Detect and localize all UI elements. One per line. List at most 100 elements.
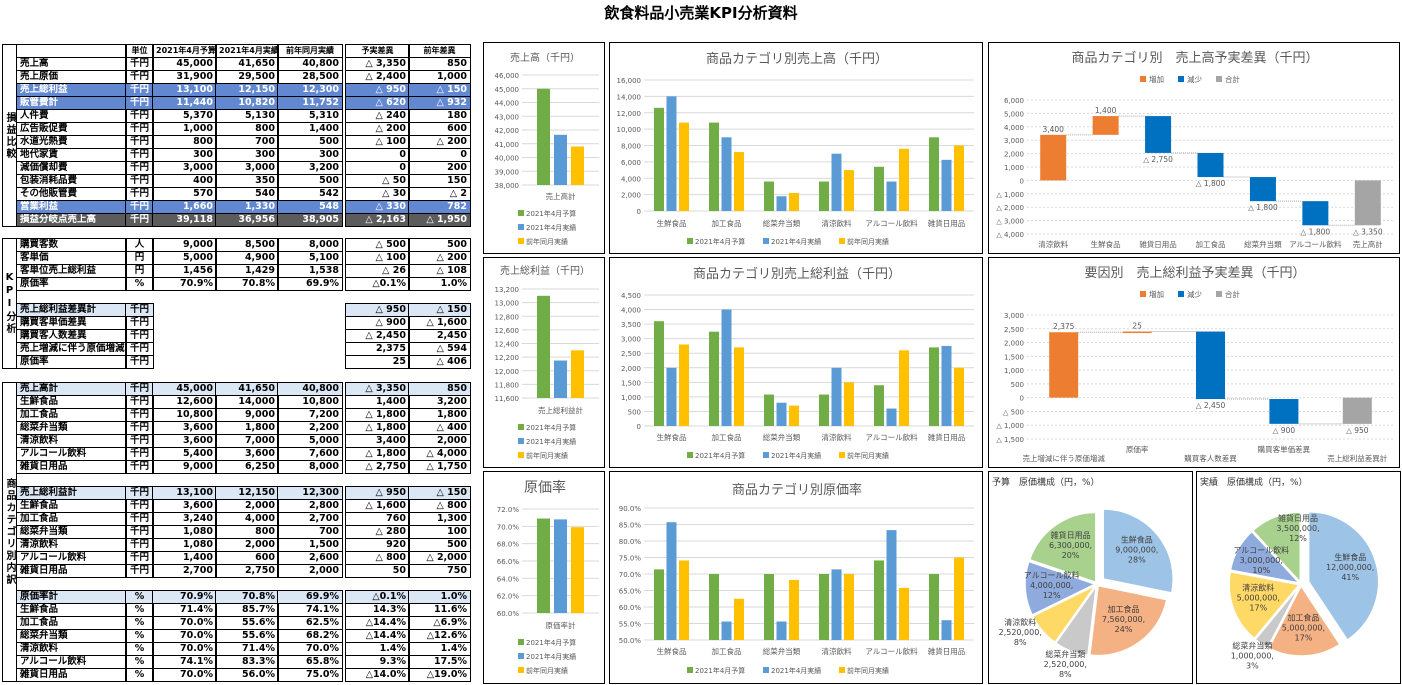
pie-label-percent: 12% <box>1289 534 1307 543</box>
row-value: 55.6% <box>215 629 279 643</box>
y-tick-label: 2,000 <box>1004 151 1024 159</box>
row-diff: 1,400 <box>345 395 410 409</box>
row-diff: △ 100 <box>345 251 410 265</box>
chart-bar: 商品カテゴリ別原価率 50.0% 55.0% 60.0% 65.0% 70.0% 75.0%… <box>609 471 983 684</box>
row-diff: △12.6% <box>408 629 471 643</box>
row-unit: 千円 <box>125 512 154 526</box>
data-label: △ 2,750 <box>1143 155 1173 164</box>
section-label-text: 商品カテゴリ別内訳 <box>4 478 15 586</box>
y-tick-label: 0 <box>1020 177 1024 185</box>
row-unit: 千円 <box>125 329 154 343</box>
bar <box>954 367 964 426</box>
bar <box>929 347 939 426</box>
row-diff: 600 <box>408 122 471 136</box>
y-tick-label: 500 <box>1011 381 1024 389</box>
bar <box>709 122 719 211</box>
row-value: 3,600 <box>215 447 279 461</box>
legend-label: 2021年4月予算 <box>695 666 745 675</box>
header-diff: 前年差異 <box>408 44 471 58</box>
row-diff: △ 50 <box>345 174 410 188</box>
waterfall-bar <box>1196 331 1225 400</box>
legend-swatch <box>518 438 524 444</box>
row-diff: △ 1,750 <box>408 460 471 474</box>
row-label: 売上高 <box>16 57 127 71</box>
pie-slice <box>1102 508 1174 594</box>
row-value: 350 <box>215 174 279 188</box>
row-diff: 850 <box>408 57 471 71</box>
bar <box>654 321 664 426</box>
row-label: 包装消耗品費 <box>16 174 127 188</box>
row-unit: 円 <box>125 251 154 265</box>
pie-label-name: アルコール飲料 <box>1024 570 1080 580</box>
row-diff: △ 150 <box>408 486 471 500</box>
y-tick-label: 4,000 <box>621 175 641 183</box>
row-value: 5,000 <box>277 434 343 448</box>
bar <box>571 350 584 398</box>
bar <box>709 574 719 640</box>
row-diff: △ 1,600 <box>345 499 410 513</box>
row-unit: 千円 <box>125 382 154 396</box>
pie-slice <box>1251 511 1302 585</box>
row-value: 7,600 <box>277 447 343 461</box>
row-value: 1,800 <box>215 421 279 435</box>
row-value: 1,429 <box>215 264 279 278</box>
y-tick-label: 50.0% <box>619 637 642 645</box>
row-diff: 150 <box>408 174 471 188</box>
legend-label: 2021年4月実績 <box>526 437 576 446</box>
chart-svg: 売上総利益（千円） 11,600 11,800 12,000 12,200 12,400 1… <box>495 264 599 460</box>
y-tick-label: 3,000 <box>1004 312 1024 320</box>
pie-label-name: 生鮮食品 <box>1121 535 1153 545</box>
y-tick-label: 12,400 <box>495 341 520 349</box>
chart-bar: 売上総利益（千円） 11,600 11,800 12,000 12,200 12,400 1… <box>483 257 605 468</box>
row-unit: 千円 <box>125 303 154 317</box>
bar <box>764 181 774 211</box>
row-value: 14,000 <box>215 395 279 409</box>
row-value: 5,000 <box>152 251 217 265</box>
y-tick-label: 16,000 <box>617 77 642 85</box>
y-tick-label: 12,800 <box>495 313 520 321</box>
bar <box>666 96 677 211</box>
legend-swatch <box>1178 291 1184 297</box>
pie-label-name: 加工食品 <box>1287 612 1319 622</box>
row-label: 営業利益 <box>16 200 127 214</box>
x-tick-label: 生鮮食品 <box>657 218 687 228</box>
row-diff: 850 <box>408 382 471 396</box>
row-value: 3,600 <box>152 434 217 448</box>
x-tick-label: 原価率計 <box>546 620 576 630</box>
row-diff: 2,450 <box>408 329 471 343</box>
row-value: 13,100 <box>152 486 217 500</box>
y-tick-label: 43,000 <box>495 113 520 121</box>
row-value: 45,000 <box>152 57 217 71</box>
row-diff: 17.5% <box>408 655 471 669</box>
row-diff: △ 30 <box>345 187 410 201</box>
y-tick-label: 46,000 <box>495 72 520 80</box>
row-label: 購買客数 <box>16 238 127 252</box>
row-value: 500 <box>277 135 343 149</box>
waterfall-bar <box>1269 399 1299 424</box>
bar <box>679 560 689 640</box>
row-label: 客単位売上総利益 <box>16 264 127 278</box>
y-tick-label: △ 1,000 <box>996 191 1024 199</box>
row-unit: 千円 <box>125 161 154 175</box>
bar <box>709 331 719 426</box>
row-value: 70.9% <box>152 590 217 604</box>
header-col: 前年同月実績 <box>277 44 343 58</box>
row-value: 40,800 <box>277 57 343 71</box>
row-value: 4,900 <box>215 251 279 265</box>
x-tick-label: 清涼飲料 <box>822 432 852 442</box>
legend-label: 2021年4月実績 <box>771 237 821 246</box>
chart-title: 実績 原価構成（円，%） <box>1200 476 1308 488</box>
row-value: 12,300 <box>277 83 343 97</box>
row-diff: △ 950 <box>345 83 410 97</box>
x-tick-label: 総菜弁当類 <box>1244 239 1282 249</box>
legend-swatch <box>687 667 693 673</box>
row-label: 原価率計 <box>16 590 127 604</box>
legend-swatch <box>1140 76 1146 82</box>
row-diff: 200 <box>408 161 471 175</box>
legend-swatch <box>1178 76 1184 82</box>
row-diff: 100 <box>408 525 471 539</box>
row-value: 12,600 <box>152 395 217 409</box>
